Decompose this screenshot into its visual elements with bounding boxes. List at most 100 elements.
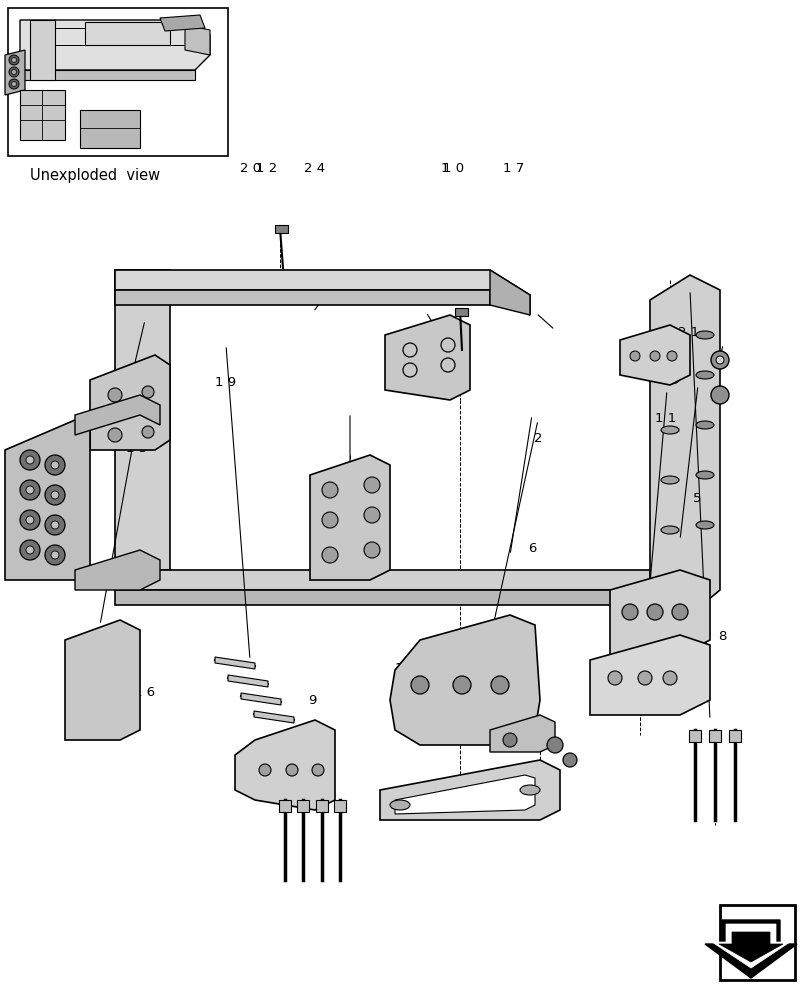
Polygon shape [728, 730, 740, 742]
Ellipse shape [660, 336, 678, 344]
Text: 1 6: 1 6 [134, 686, 155, 700]
Polygon shape [65, 620, 139, 740]
Circle shape [9, 67, 19, 77]
Circle shape [715, 356, 723, 364]
Text: 3: 3 [531, 696, 539, 710]
Polygon shape [5, 50, 25, 95]
Polygon shape [689, 730, 700, 742]
Circle shape [11, 82, 16, 87]
Ellipse shape [695, 471, 713, 479]
Polygon shape [620, 325, 689, 385]
Polygon shape [454, 308, 467, 316]
Circle shape [363, 477, 380, 493]
Ellipse shape [660, 526, 678, 534]
Polygon shape [75, 395, 160, 435]
Circle shape [20, 450, 40, 470]
Bar [8, 8, 228, 156]
Polygon shape [297, 800, 309, 812]
Ellipse shape [695, 331, 713, 339]
Circle shape [11, 70, 16, 75]
Circle shape [51, 521, 59, 529]
Polygon shape [20, 90, 65, 140]
Circle shape [607, 671, 621, 685]
Polygon shape [115, 290, 489, 305]
Polygon shape [704, 920, 796, 978]
Polygon shape [228, 675, 268, 687]
Text: 1 4: 1 4 [395, 662, 416, 674]
Polygon shape [160, 15, 204, 31]
Circle shape [649, 351, 659, 361]
Text: 1 0: 1 0 [442, 161, 463, 174]
Polygon shape [85, 22, 169, 45]
Circle shape [26, 486, 34, 494]
Text: 1 8: 1 8 [415, 696, 436, 710]
Ellipse shape [660, 376, 678, 384]
Circle shape [646, 604, 663, 620]
Polygon shape [649, 570, 689, 615]
Circle shape [322, 482, 337, 498]
Polygon shape [20, 20, 210, 70]
Circle shape [363, 507, 380, 523]
Circle shape [45, 485, 65, 505]
Circle shape [26, 546, 34, 554]
Text: 2 0: 2 0 [239, 161, 260, 174]
Text: 1: 1 [440, 161, 448, 174]
Polygon shape [333, 800, 345, 812]
Polygon shape [185, 25, 210, 55]
Circle shape [9, 55, 19, 65]
Polygon shape [380, 760, 560, 820]
Circle shape [259, 764, 271, 776]
Text: 1 9: 1 9 [215, 376, 236, 389]
Polygon shape [711, 924, 789, 968]
Circle shape [322, 547, 337, 563]
Circle shape [142, 426, 154, 438]
Polygon shape [609, 570, 709, 655]
Circle shape [9, 79, 19, 89]
Polygon shape [489, 270, 530, 315]
Text: 1 1: 1 1 [654, 412, 676, 424]
Text: 1 5: 1 5 [671, 656, 692, 668]
Circle shape [710, 351, 728, 369]
Text: 1 3: 1 3 [126, 442, 147, 454]
Circle shape [142, 386, 154, 398]
Ellipse shape [660, 476, 678, 484]
Polygon shape [20, 70, 195, 80]
Text: 9: 9 [308, 694, 316, 706]
Text: 1 7: 1 7 [503, 161, 524, 174]
Polygon shape [30, 20, 55, 80]
Polygon shape [590, 635, 709, 715]
Circle shape [51, 551, 59, 559]
Circle shape [363, 542, 380, 558]
Polygon shape [115, 270, 530, 315]
Ellipse shape [695, 371, 713, 379]
Ellipse shape [695, 421, 713, 429]
Polygon shape [5, 420, 90, 580]
Polygon shape [115, 570, 689, 615]
Circle shape [547, 737, 562, 753]
Polygon shape [394, 775, 534, 814]
Polygon shape [215, 657, 255, 669]
Ellipse shape [519, 785, 539, 795]
Text: 2 4: 2 4 [304, 161, 325, 174]
Circle shape [710, 386, 728, 404]
Circle shape [663, 671, 676, 685]
Polygon shape [489, 715, 554, 752]
Circle shape [26, 516, 34, 524]
Polygon shape [649, 275, 719, 615]
Circle shape [45, 455, 65, 475]
Circle shape [311, 764, 324, 776]
Polygon shape [384, 315, 470, 400]
Circle shape [45, 515, 65, 535]
Polygon shape [115, 570, 169, 585]
Circle shape [142, 406, 154, 418]
Polygon shape [279, 800, 290, 812]
Circle shape [562, 753, 577, 767]
Polygon shape [115, 590, 649, 605]
Circle shape [45, 545, 65, 565]
Circle shape [20, 540, 40, 560]
Circle shape [285, 764, 298, 776]
Text: 7: 7 [345, 532, 353, 544]
Polygon shape [241, 693, 281, 705]
Polygon shape [254, 711, 294, 723]
Polygon shape [315, 800, 328, 812]
